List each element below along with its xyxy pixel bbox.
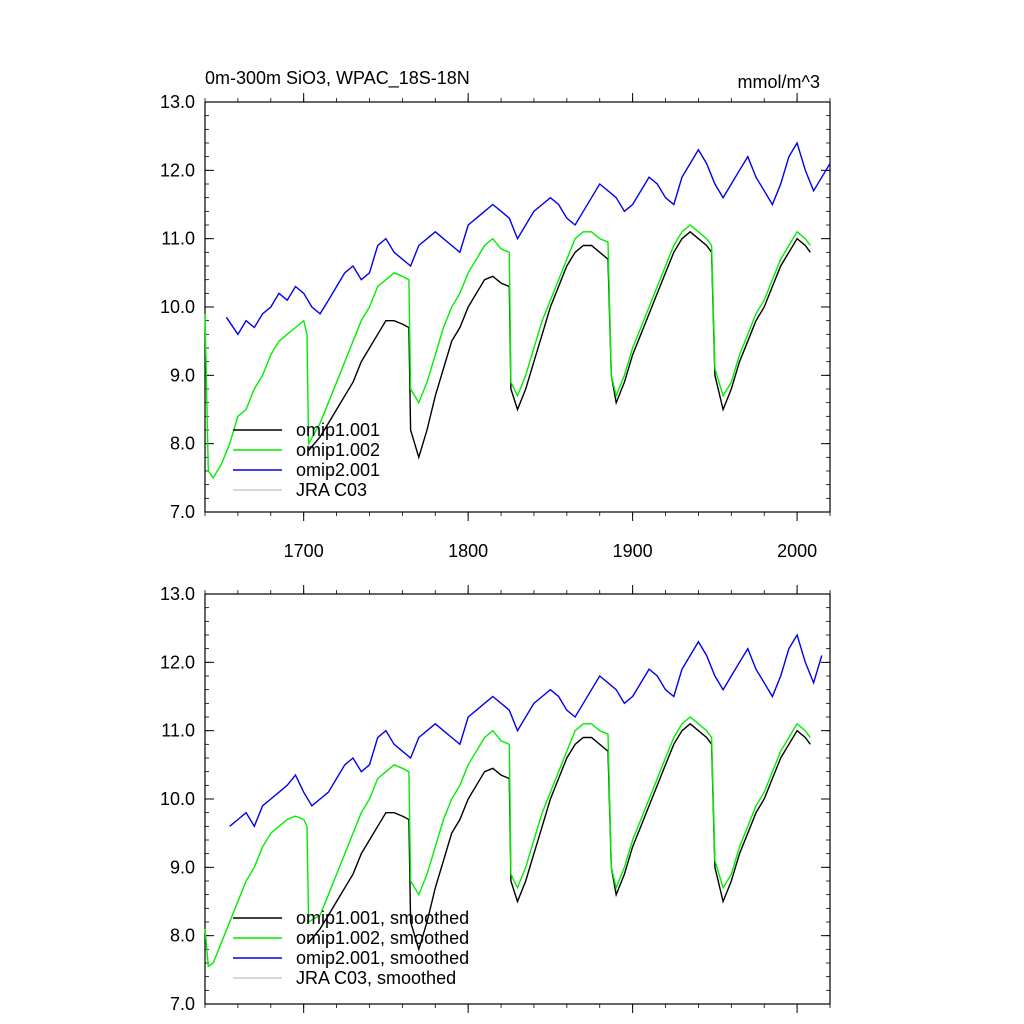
top-x-tick-label: 1700 bbox=[284, 541, 324, 561]
top-y-tick-label: 11.0 bbox=[161, 229, 195, 249]
bottom-series-line-0 bbox=[308, 722, 811, 952]
bottom-legend-label-2: omip2.001, smoothed bbox=[296, 948, 469, 968]
bottom-legend-label-0: omip1.001, smoothed bbox=[296, 908, 469, 928]
bottom-legend-label-3: JRA C03, smoothed bbox=[296, 968, 456, 988]
top-panel-units: mmol/m^3 bbox=[738, 72, 820, 92]
top-legend-label-2: omip2.001 bbox=[296, 460, 380, 480]
top-legend-label-1: omip1.002 bbox=[296, 440, 380, 460]
top-x-tick-label: 1900 bbox=[613, 541, 653, 561]
top-x-tick-label: 2000 bbox=[777, 541, 817, 561]
top-legend-label-0: omip1.001 bbox=[296, 420, 380, 440]
bottom-y-tick-label: 8.0 bbox=[170, 926, 195, 946]
top-y-tick-label: 7.0 bbox=[170, 502, 195, 522]
top-y-tick-label: 9.0 bbox=[170, 365, 195, 385]
top-y-tick-label: 13.0 bbox=[160, 92, 195, 112]
top-axis-ticks: 7.0 8.0 9.0 10.0 11.0 12.0 13.0 1700 1800 1900 200… bbox=[160, 92, 831, 561]
bottom-y-tick-label: 10.0 bbox=[160, 789, 195, 809]
bottom-panel: 7.0 8.0 9.0 10.0 11.0 12.0 13.0 omip1.001, smo… bbox=[160, 584, 831, 1014]
top-panel: 0m-300m SiO3, WPAC_18S-18N mmol/m^3 7.0 8… bbox=[160, 68, 831, 561]
bottom-series-group bbox=[204, 633, 823, 968]
bottom-y-tick-label: 13.0 bbox=[160, 584, 195, 604]
bottom-y-tick-label: 12.0 bbox=[160, 652, 195, 672]
bottom-series-line-1 bbox=[204, 716, 811, 968]
top-legend-label-3: JRA C03 bbox=[296, 480, 367, 500]
bottom-y-tick-label: 9.0 bbox=[170, 857, 195, 877]
top-series-group bbox=[204, 141, 831, 480]
top-y-tick-label: 12.0 bbox=[160, 160, 195, 180]
top-x-tick-label: 1800 bbox=[448, 541, 488, 561]
top-series-line-2 bbox=[225, 141, 831, 336]
bottom-legend-label-1: omip1.002, smoothed bbox=[296, 928, 469, 948]
top-series-line-1 bbox=[204, 224, 811, 480]
bottom-y-tick-label: 11.0 bbox=[161, 721, 195, 741]
top-panel-title: 0m-300m SiO3, WPAC_18S-18N bbox=[205, 68, 470, 89]
bottom-y-tick-label: 7.0 bbox=[170, 994, 195, 1014]
bottom-series-line-2 bbox=[229, 633, 823, 828]
top-y-tick-label: 10.0 bbox=[160, 297, 195, 317]
bottom-axis-ticks: 7.0 8.0 9.0 10.0 11.0 12.0 13.0 bbox=[160, 584, 831, 1014]
top-series-line-0 bbox=[308, 230, 811, 460]
top-y-tick-label: 8.0 bbox=[170, 434, 195, 454]
